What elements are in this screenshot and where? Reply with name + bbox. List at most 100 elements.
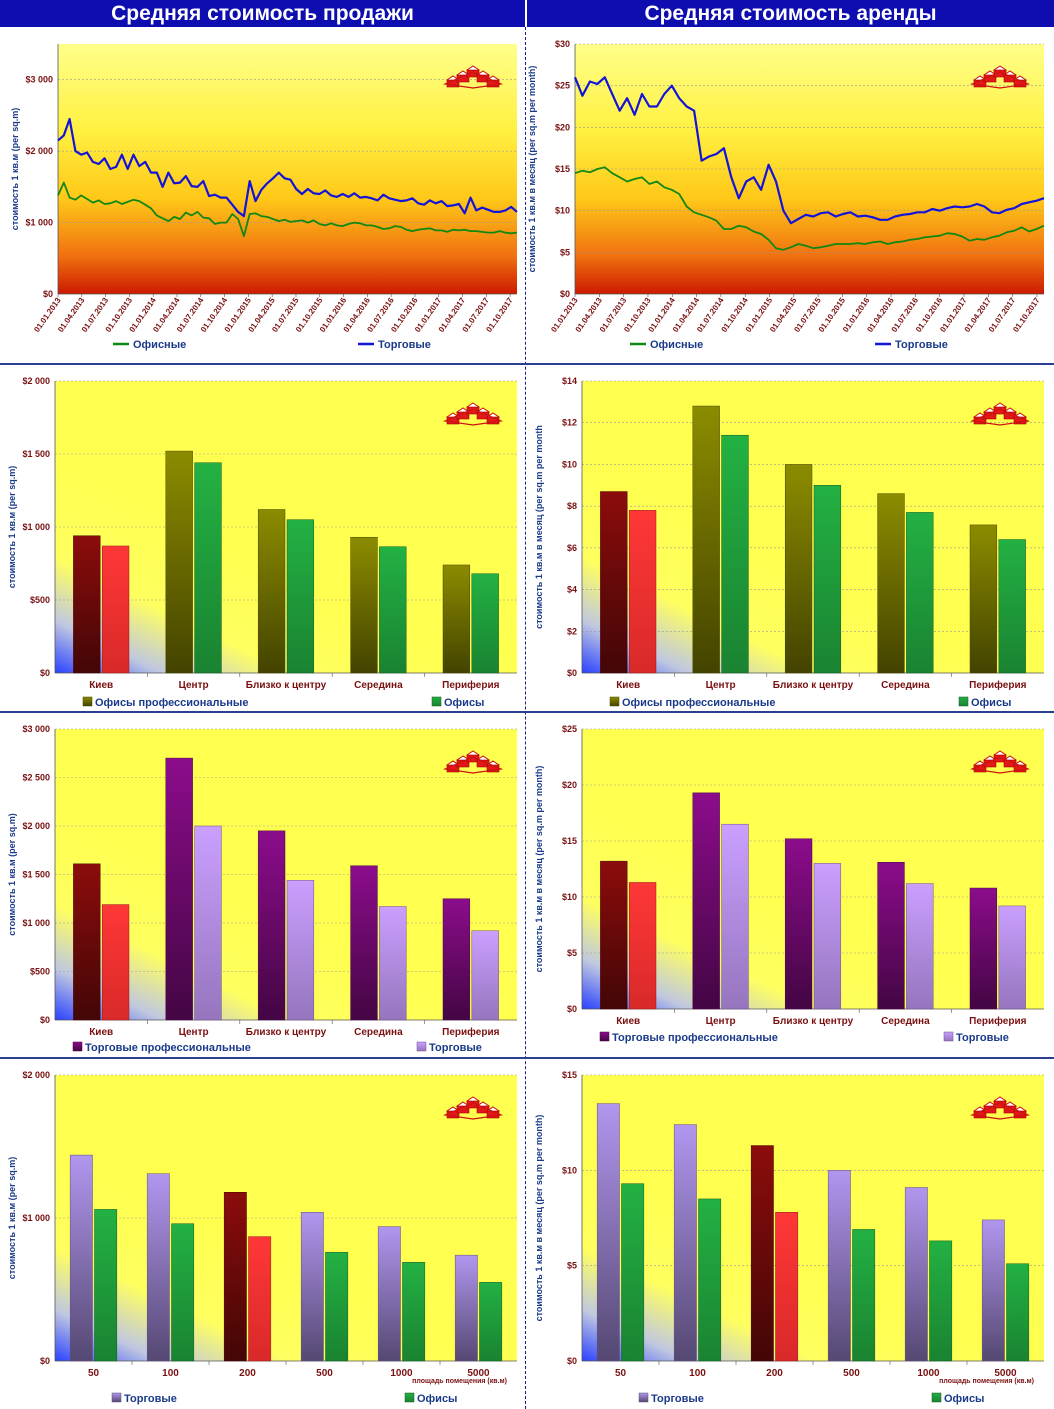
x-category-label: Середина xyxy=(881,680,930,691)
bar-secondary xyxy=(479,1282,503,1362)
bar-secondary xyxy=(906,883,934,1010)
y-axis-title: стоимость 1 кв.м (per sq.m) xyxy=(7,1157,17,1279)
legend-label: Офисы xyxy=(417,1393,457,1405)
y-tick-label: $10 xyxy=(555,206,570,216)
bar-secondary xyxy=(998,905,1026,1010)
y-tick-label: $2 000 xyxy=(25,146,53,156)
bar-secondary xyxy=(813,863,842,1010)
bar-secondary xyxy=(813,485,842,674)
bar-secondary xyxy=(286,519,315,674)
bar-primary xyxy=(877,862,905,1010)
plot-background xyxy=(582,1075,1044,1361)
plot-background xyxy=(58,44,517,294)
bar-primary xyxy=(600,491,628,674)
y-tick-label: $20 xyxy=(562,780,577,790)
legend-swatch xyxy=(931,1392,942,1403)
x-category-label: Центр xyxy=(706,1016,736,1027)
y-tick-label: $1 000 xyxy=(22,918,50,928)
x-category-label: Близко к центру xyxy=(246,1027,327,1038)
chart-rent-retail-bar: $0 $5 $10 $15 $20 $25 стоимость 1 кв.м в месяц… xyxy=(527,713,1054,1057)
plot-background xyxy=(582,381,1044,673)
plot-background xyxy=(582,729,1044,1009)
series-line-1 xyxy=(57,117,518,218)
logo-frame xyxy=(969,71,1031,89)
bar-secondary xyxy=(852,1229,876,1362)
x-category-label: Периферия xyxy=(442,679,499,691)
y-axis-title: стоимость 1 кв.м в месяц (per sq.m per m… xyxy=(534,425,544,629)
bar-secondary xyxy=(101,904,130,1021)
x-category-label: Киев xyxy=(616,680,640,691)
x-category-label: Центр xyxy=(179,1027,209,1038)
legend-swatch xyxy=(416,1041,427,1052)
legend-label: Офисные xyxy=(133,339,186,351)
bar-secondary xyxy=(94,1209,118,1362)
bar-primary xyxy=(73,535,101,674)
y-tick-label: $0 xyxy=(40,1015,50,1025)
x-category-label: Киев xyxy=(89,1027,113,1038)
x-category-label: 1000 xyxy=(390,1368,413,1379)
y-tick-label: $3 000 xyxy=(22,724,50,734)
x-category-label: 50 xyxy=(615,1368,627,1379)
bar-primary xyxy=(257,509,286,674)
x-category-label: Близко к центру xyxy=(773,680,854,691)
logo-frame xyxy=(442,408,504,426)
y-tick-label: $2 xyxy=(567,626,577,636)
legend-swatch xyxy=(82,696,93,707)
y-tick-label: $30 xyxy=(555,39,570,49)
logo-frame xyxy=(442,1102,504,1120)
logo-frame xyxy=(442,756,504,774)
bar-primary xyxy=(146,1173,170,1362)
bar-primary xyxy=(673,1124,697,1362)
legend-swatch xyxy=(599,1031,610,1042)
legend-label: Офисы xyxy=(444,697,484,709)
x-axis-title: площадь помещения (кв.м) xyxy=(412,1378,507,1385)
bar-primary xyxy=(784,464,813,674)
bar-secondary xyxy=(194,825,222,1021)
legend-label: Торговые xyxy=(956,1032,1009,1044)
bar-secondary xyxy=(194,462,222,674)
bar-primary xyxy=(223,1192,247,1362)
y-tick-label: $20 xyxy=(555,122,570,132)
legend-label: Торговые xyxy=(895,339,948,351)
bar-primary xyxy=(165,757,193,1021)
y-tick-label: $6 xyxy=(567,543,577,553)
bar-secondary xyxy=(402,1262,426,1362)
y-axis-title: стоимость 1 кв.м в месяц (per sq.m per m… xyxy=(534,766,544,973)
chart-sale-area-bar: $0 $1 000 $2 000 стоимость 1 кв.м (per sq.m… xyxy=(0,1059,525,1409)
y-tick-label: $500 xyxy=(30,595,50,605)
bar-primary xyxy=(350,865,378,1021)
bar-primary xyxy=(442,564,471,674)
y-tick-label: $25 xyxy=(555,81,570,91)
chart-sale-retail-bar: $0 $500 $1 000 $1 500 $2 000 $2 500 $3 000 стои… xyxy=(0,713,525,1057)
y-axis-title: стоимость 1 кв.м в месяц (per sq.m per m… xyxy=(527,66,537,273)
bar-primary xyxy=(442,898,471,1021)
bar-secondary xyxy=(248,1236,272,1362)
y-tick-label: $0 xyxy=(560,289,570,299)
x-category-label: 5000 xyxy=(467,1368,490,1379)
bar-secondary xyxy=(325,1252,349,1362)
bar-secondary xyxy=(379,546,407,674)
y-axis-title: стоимость 1 кв.м (per sq.m) xyxy=(7,813,17,935)
y-tick-label: $14 xyxy=(562,376,577,386)
bar-primary xyxy=(300,1212,324,1362)
legend-swatch xyxy=(111,1392,122,1403)
bar-secondary xyxy=(998,539,1026,674)
column-divider xyxy=(525,27,526,1409)
bar-chart-svg: $0 $500 $1 000 $1 500 $2 000 стоимость 1 кв.м… xyxy=(7,376,517,709)
y-tick-label: $0 xyxy=(43,289,53,299)
company-logo xyxy=(969,750,1031,774)
y-tick-label: $1 500 xyxy=(22,449,50,459)
legend-swatch xyxy=(943,1031,954,1042)
bar-primary xyxy=(377,1226,401,1362)
bar-primary xyxy=(596,1103,620,1362)
series-line-1 xyxy=(573,76,1045,225)
legend-swatch xyxy=(958,696,969,707)
y-tick-label: $0 xyxy=(567,1004,577,1014)
y-tick-label: $10 xyxy=(562,892,577,902)
bar-secondary xyxy=(101,545,130,674)
x-category-label: 5000 xyxy=(994,1368,1017,1379)
bar-primary xyxy=(600,860,628,1010)
x-category-label: Периферия xyxy=(969,1015,1026,1027)
y-axis-title: стоимость 1 кв.м в месяц (per sq.m per m… xyxy=(534,1115,544,1322)
bar-secondary xyxy=(775,1212,799,1362)
